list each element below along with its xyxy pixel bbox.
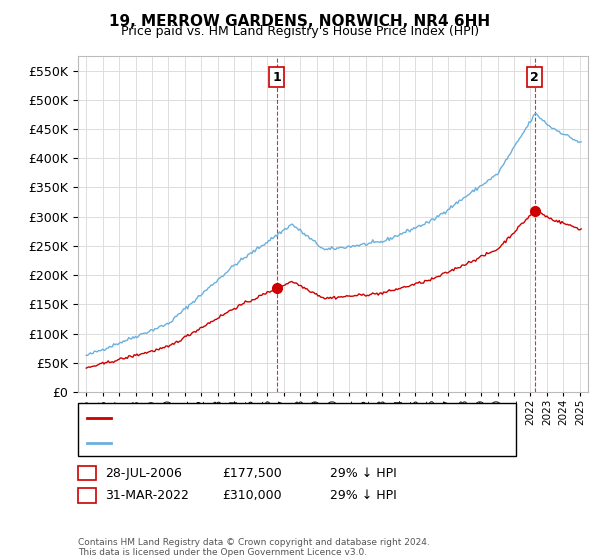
- Text: 31-MAR-2022: 31-MAR-2022: [105, 489, 189, 502]
- Text: £177,500: £177,500: [222, 466, 282, 480]
- Text: 2: 2: [530, 71, 539, 83]
- Text: Price paid vs. HM Land Registry's House Price Index (HPI): Price paid vs. HM Land Registry's House …: [121, 25, 479, 38]
- Text: 19, MERROW GARDENS, NORWICH, NR4 6HH: 19, MERROW GARDENS, NORWICH, NR4 6HH: [109, 14, 491, 29]
- Text: 29% ↓ HPI: 29% ↓ HPI: [330, 489, 397, 502]
- Text: 1: 1: [83, 466, 91, 480]
- Text: 29% ↓ HPI: 29% ↓ HPI: [330, 466, 397, 480]
- Text: £310,000: £310,000: [222, 489, 281, 502]
- Text: 2: 2: [83, 489, 91, 502]
- Text: 28-JUL-2006: 28-JUL-2006: [105, 466, 182, 480]
- Text: HPI: Average price, detached house, Norwich: HPI: Average price, detached house, Norw…: [114, 438, 365, 448]
- Text: Contains HM Land Registry data © Crown copyright and database right 2024.
This d: Contains HM Land Registry data © Crown c…: [78, 538, 430, 557]
- Text: 19, MERROW GARDENS, NORWICH, NR4 6HH (detached house): 19, MERROW GARDENS, NORWICH, NR4 6HH (de…: [114, 413, 467, 423]
- Text: 1: 1: [272, 71, 281, 83]
